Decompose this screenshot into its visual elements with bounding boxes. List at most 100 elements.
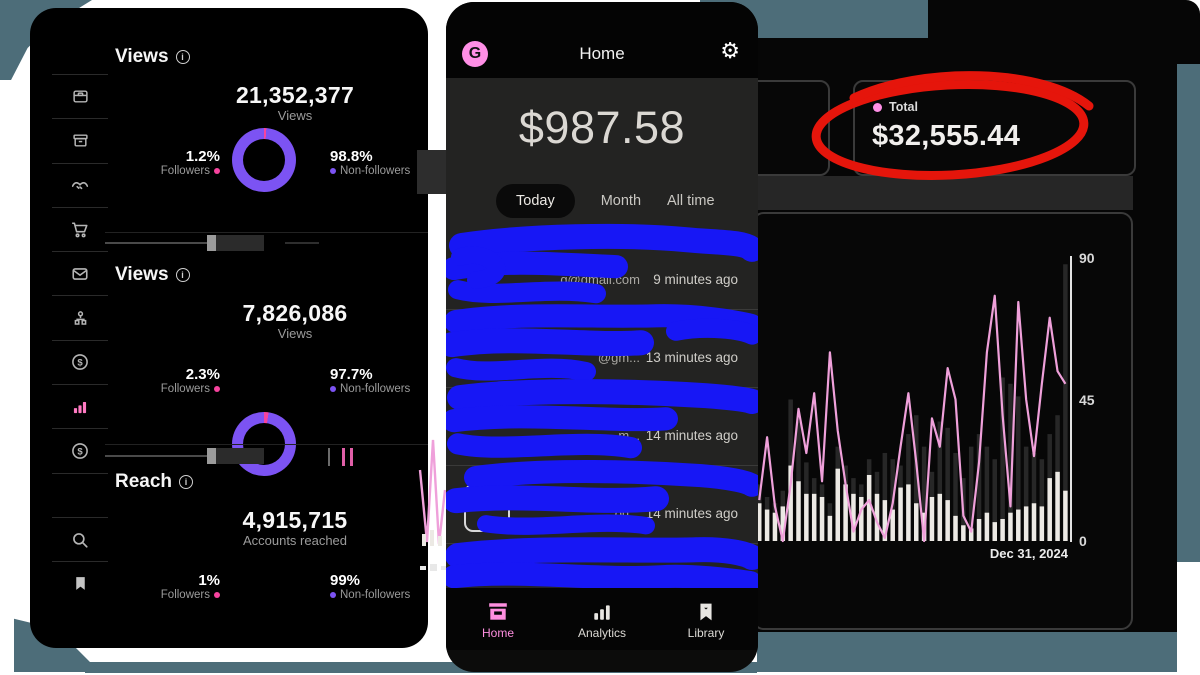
info-icon[interactable]: i xyxy=(179,475,194,489)
views2-metric: 7,826,086 xyxy=(242,300,348,326)
dollar-icon-2: $ xyxy=(72,443,88,459)
nonfollowers-dot xyxy=(330,168,336,174)
followers-dot xyxy=(214,168,220,174)
section-views-1-title-row: Views i xyxy=(115,46,190,68)
sale-time: 13 minutes ago xyxy=(645,350,738,365)
followers-stat: 2.3% Followers xyxy=(160,366,220,395)
sidebar-item-affiliates[interactable] xyxy=(52,295,108,339)
nonfollowers-stat: 97.7% Non-followers xyxy=(330,366,411,395)
section-title: Views xyxy=(115,46,169,67)
reach-metric-label: Accounts reached xyxy=(242,533,348,548)
nav-analytics-label: Analytics xyxy=(577,626,627,640)
nav-library[interactable]: Library xyxy=(666,602,746,640)
sidebar-item-sales[interactable]: $ xyxy=(52,428,108,472)
dashboard-toolbar-band xyxy=(752,176,1133,210)
inbox-tray-icon xyxy=(72,90,88,103)
section-views-2-title-row: Views i xyxy=(115,264,190,286)
dollar-icon: $ xyxy=(72,354,88,371)
sales-list: g@gmail.com 9 minutes ago @gm... 13 minu… xyxy=(446,223,758,621)
total-card-label: Total xyxy=(889,100,918,114)
sale-row[interactable]: g@gmail.com 9 minutes ago xyxy=(446,223,758,310)
sidebar-item-library[interactable] xyxy=(52,561,108,605)
sidebar-item-payouts[interactable]: $ xyxy=(52,339,108,384)
analytics-panel: $ $ Views i 21,352,377 Views 1.2% xyxy=(30,8,428,648)
chart-left-sliver xyxy=(416,140,448,610)
sidebar-item-search[interactable] xyxy=(52,516,108,561)
gumroad-phone: G Home ⚙ $987.58 Today Month All time g@… xyxy=(446,2,758,672)
divider xyxy=(105,444,428,445)
background-window-bottom-band xyxy=(757,630,1177,672)
sidebar-item-inbox[interactable] xyxy=(52,74,108,118)
sidebar-item-handshake[interactable] xyxy=(52,162,108,207)
phone-body: $987.58 Today Month All time g@gmail.com… xyxy=(446,78,758,599)
total-legend-dot xyxy=(873,102,882,112)
svg-text:$: $ xyxy=(77,358,83,369)
followers-dot xyxy=(214,592,220,598)
sale-time: 14 minutes ago xyxy=(645,428,738,443)
nav-home[interactable]: Home xyxy=(458,602,538,640)
analytics-bars-icon xyxy=(594,605,610,620)
background-window-bottom-strip xyxy=(85,662,757,673)
storefront-icon xyxy=(489,603,507,620)
sale-time: 9 minutes ago xyxy=(653,272,738,287)
info-icon[interactable]: i xyxy=(175,50,190,64)
redaction-scribble xyxy=(446,537,758,595)
tab-all-time[interactable]: All time xyxy=(667,193,715,209)
sale-row[interactable]: ou... 14 minutes ago xyxy=(446,459,758,544)
tab-today[interactable]: Today xyxy=(496,184,575,218)
chart-x-label: Dec 31, 2024 xyxy=(989,546,1068,561)
section-title: Reach xyxy=(115,471,173,492)
chart-y-axis-line xyxy=(1070,256,1072,542)
info-icon[interactable]: i xyxy=(175,268,190,282)
redaction-scribble xyxy=(446,459,758,535)
revenue-chart-plot xyxy=(757,264,1068,543)
balance-amount: $987.58 xyxy=(518,102,686,153)
red-circle-annotation xyxy=(811,71,1094,180)
followers-dot xyxy=(214,386,220,392)
nav-home-label: Home xyxy=(481,626,514,640)
tab-month[interactable]: Month xyxy=(600,193,642,209)
nav-library-label: Library xyxy=(687,626,725,640)
followers-stat: 1.2% Followers xyxy=(160,148,220,177)
sidebar-item-messages[interactable] xyxy=(52,251,108,295)
views-metric-label: Views xyxy=(277,108,313,123)
svg-text:$: $ xyxy=(77,446,83,457)
settings-gear-icon[interactable]: ⚙ xyxy=(720,38,740,63)
chart-ytick-0: 0 xyxy=(1079,533,1087,549)
nav-analytics[interactable]: Analytics xyxy=(562,602,642,640)
views2-metric-label: Views xyxy=(277,326,313,341)
cart-icon xyxy=(72,221,88,237)
phone-header: G Home ⚙ xyxy=(446,2,758,78)
gumroad-logo[interactable]: G xyxy=(462,41,488,67)
mail-icon xyxy=(72,267,88,280)
archive-box-icon xyxy=(72,134,88,147)
nonfollowers-dot xyxy=(330,592,336,598)
sale-row[interactable]: @gm... 13 minutes ago xyxy=(446,304,758,388)
time-range-tabs: Today Month All time xyxy=(496,184,715,218)
sidebar-item-analytics-active[interactable] xyxy=(52,384,108,428)
redaction-scribble xyxy=(446,304,758,382)
sidebar-item-shop[interactable] xyxy=(52,206,108,251)
library-bookmark-icon xyxy=(700,603,712,621)
dashboard-window-top-corner xyxy=(928,0,1200,64)
chart-ytick-90: 90 xyxy=(1079,250,1095,266)
analytics-sidebar: $ $ xyxy=(52,74,108,606)
divider xyxy=(105,232,428,233)
views-donut-chart xyxy=(232,128,296,192)
section-reach-title-row: Reach i xyxy=(115,471,194,493)
handshake-icon xyxy=(71,182,89,190)
reach-metric: 4,915,715 xyxy=(242,507,348,533)
nonfollowers-dot xyxy=(330,386,336,392)
sale-row[interactable]: m... 14 minutes ago xyxy=(446,379,758,466)
redaction-scribble xyxy=(446,223,758,304)
phone-page-title: Home xyxy=(579,44,625,63)
toolbar-fragment xyxy=(417,150,448,194)
sidebar-spacer xyxy=(52,472,108,517)
followers-stat: 1% Followers xyxy=(160,572,220,601)
bar-chart-icon xyxy=(73,401,87,413)
total-card-value: $32,555.44 xyxy=(872,120,1021,152)
chart-ytick-45: 45 xyxy=(1079,392,1095,408)
sitemap-icon xyxy=(74,310,86,325)
sidebar-item-archive[interactable] xyxy=(52,118,108,162)
